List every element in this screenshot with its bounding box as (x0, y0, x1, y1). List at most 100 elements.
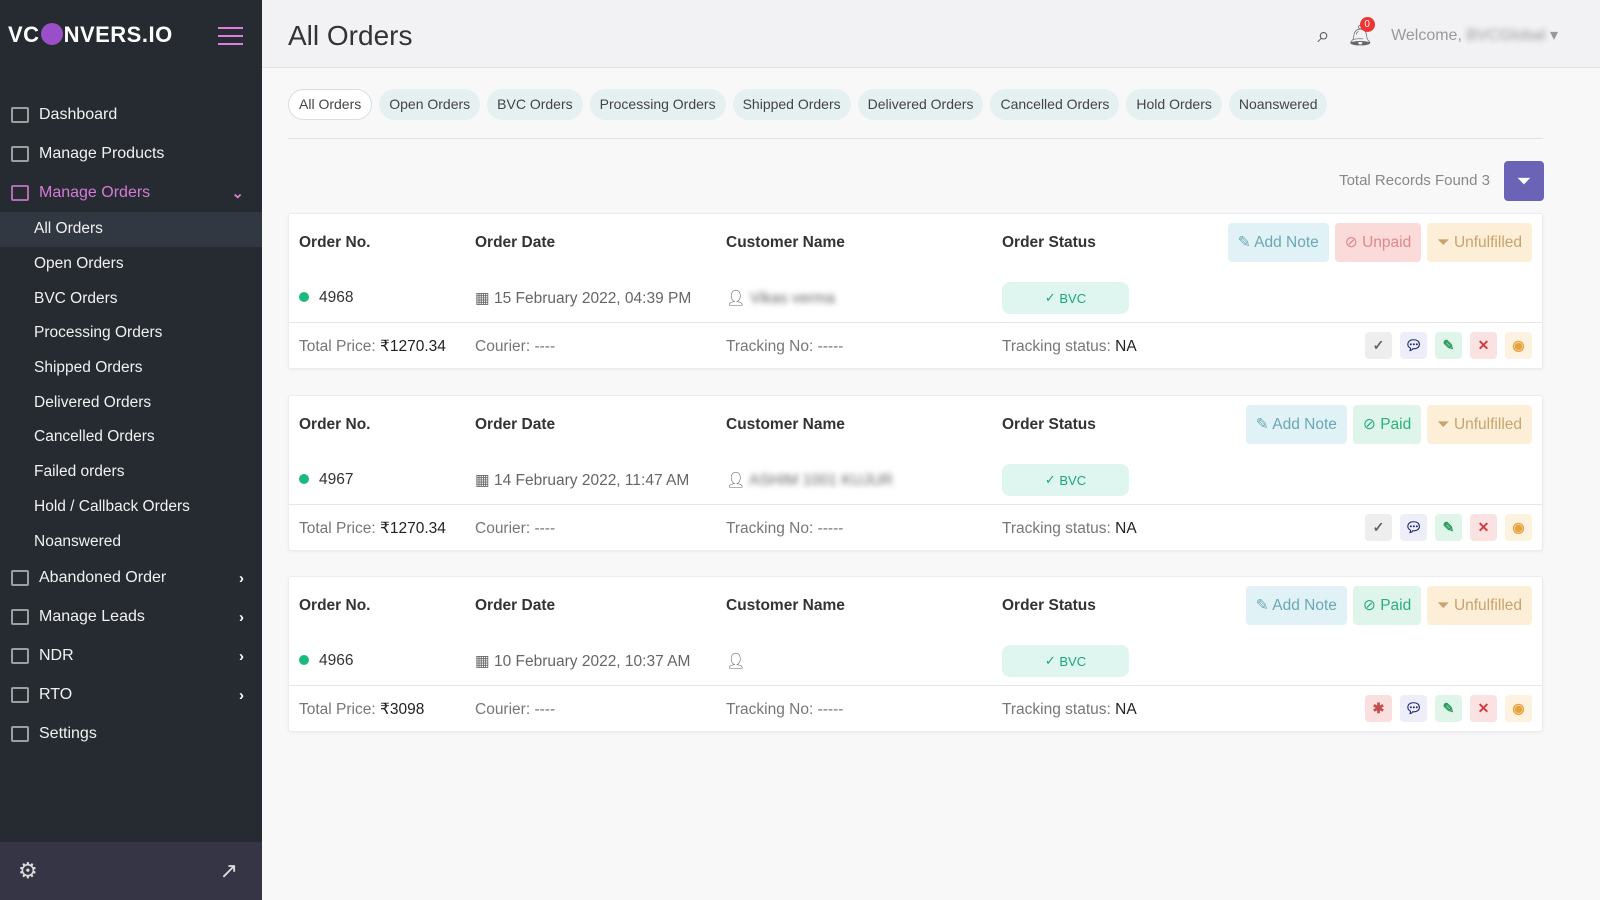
payment-label: Unpaid (1362, 234, 1412, 251)
fulfillment-button[interactable]: ⏷ Unfulfilled (1427, 405, 1532, 444)
tab-all-orders[interactable]: All Orders (288, 89, 373, 120)
tab-shipped-orders[interactable]: Shipped Orders (732, 89, 851, 120)
external-link-icon[interactable]: ↗ (219, 858, 238, 883)
top-header: All Orders ⌕ 🔔︎ 0 Welcome, BVCGlobal ▾ (262, 0, 1600, 68)
courier: ---- (534, 700, 556, 718)
status-label: BVC (1059, 290, 1087, 306)
status-dot (299, 474, 309, 484)
filter-button[interactable]: ⏷ (1504, 161, 1544, 201)
fulfillment-button[interactable]: ⏷ Unfulfilled (1427, 586, 1532, 625)
payment-status-button[interactable]: ⊘ Paid (1352, 586, 1422, 625)
check-icon[interactable]: ✓ (1365, 332, 1392, 359)
tab-bvc-orders[interactable]: BVC Orders (487, 89, 583, 120)
user-menu[interactable]: Welcome, BVCGlobal ▾ (1391, 27, 1558, 44)
tab-hold-orders[interactable]: Hold Orders (1126, 89, 1222, 120)
tracking-status-label: Tracking status: (1002, 337, 1111, 355)
manage-leads-icon (11, 609, 29, 626)
order-date-header: Order Date (475, 234, 556, 251)
status-label: BVC (1059, 653, 1087, 669)
sidebar-item-settings[interactable]: Settings (0, 715, 262, 754)
notification-badge: 0 (1359, 16, 1375, 32)
tracking-status-label: Tracking status: (1002, 519, 1111, 537)
tab-delivered-orders[interactable]: Delivered Orders (857, 89, 984, 120)
sidebar-subitem[interactable]: Open Orders (34, 255, 124, 273)
sidebar-item-rto[interactable]: RTO › (0, 676, 262, 715)
sidebar-subitem[interactable]: Delivered Orders (34, 393, 152, 411)
status-badge: ✓ BVC (1002, 645, 1129, 677)
sidebar-subitem[interactable]: Processing Orders (34, 324, 163, 342)
payment-status-button[interactable]: ⊘ Paid (1352, 405, 1422, 444)
chevron-right-icon: › (239, 608, 244, 626)
fulfillment-button[interactable]: ⏷ Unfulfilled (1427, 223, 1532, 262)
add-note-button[interactable]: ✎ Add Note (1245, 586, 1347, 625)
sidebar-item-label: Manage Orders (39, 183, 151, 201)
search-icon[interactable]: ⌕ (1317, 22, 1330, 47)
chat-icon[interactable]: 💬︎ (1400, 695, 1427, 722)
logo[interactable]: VC NVERS.IO (8, 22, 173, 47)
divider (289, 322, 1542, 323)
sidebar-item-manage-orders[interactable]: Manage Orders ⌄ (0, 173, 262, 212)
close-icon[interactable]: ✕ (1470, 332, 1497, 359)
edit-icon[interactable]: ✎ (1435, 514, 1462, 541)
calendar-icon: ▦ (475, 289, 494, 307)
sidebar-item-label: Abandoned Order (39, 569, 167, 587)
bell-icon[interactable]: 🔔︎ 0 (1347, 16, 1375, 47)
order-number[interactable]: 4968 (319, 289, 354, 306)
sidebar-nav: Dashboard Manage Products Manage Orders ⌄ Al… (0, 95, 262, 754)
courier: ---- (534, 519, 556, 537)
menu-toggle-icon[interactable] (218, 27, 243, 51)
order-card: Order No. Order Date Customer Name Order St… (288, 576, 1543, 732)
total-price: ₹1270.34 (379, 338, 446, 355)
chat-icon[interactable]: 💬︎ (1400, 514, 1427, 541)
add-note-button[interactable]: ✎ Add Note (1245, 405, 1347, 444)
status-header: Order Status (1002, 234, 1096, 251)
sidebar-item-manage-leads[interactable]: Manage Leads › (0, 598, 262, 637)
sidebar-subitem[interactable]: Noanswered (34, 532, 122, 550)
bug-icon[interactable]: ✱ (1365, 695, 1392, 722)
edit-icon[interactable]: ✎ (1435, 332, 1462, 359)
check-icon[interactable]: ✓ (1365, 514, 1392, 541)
fulfillment-label: Unfulfilled (1453, 597, 1522, 614)
chat-icon[interactable]: 💬︎ (1400, 332, 1427, 359)
sidebar-subitem[interactable]: Cancelled Orders (34, 428, 155, 446)
sidebar-subitem[interactable]: Failed orders (34, 463, 125, 481)
tab-noanswered[interactable]: Noanswered (1228, 89, 1328, 120)
sidebar-subitem[interactable]: Hold / Callback Orders (34, 497, 190, 515)
sidebar-item-abandoned-order[interactable]: Abandoned Order › (0, 559, 262, 598)
sidebar-subitem[interactable]: Shipped Orders (34, 359, 143, 377)
tab-open-orders[interactable]: Open Orders (379, 89, 481, 120)
close-icon[interactable]: ✕ (1470, 695, 1497, 722)
order-date: 14 February 2022, 11:47 AM (493, 471, 690, 489)
order-date: 15 February 2022, 04:39 PM (493, 289, 692, 307)
tab-cancelled-orders[interactable]: Cancelled Orders (990, 89, 1120, 120)
order-number[interactable]: 4967 (319, 471, 354, 488)
courier-label: Courier: (475, 519, 531, 537)
sidebar-item-manage-products[interactable]: Manage Products (0, 134, 262, 173)
status-header: Order Status (1002, 416, 1096, 433)
sidebar-item-dashboard[interactable]: Dashboard (0, 95, 262, 134)
sidebar-item-label: Manage Leads (39, 608, 145, 626)
eye-icon[interactable]: ◉ (1505, 695, 1532, 722)
sidebar-item-ndr[interactable]: NDR › (0, 637, 262, 676)
sidebar-subitem[interactable]: BVC Orders (34, 289, 118, 307)
courier: ---- (534, 337, 556, 355)
filter-icon: ⏷ (1516, 171, 1532, 191)
customer-header: Customer Name (726, 416, 845, 433)
close-icon[interactable]: ✕ (1470, 514, 1497, 541)
sidebar-subitem[interactable]: All Orders (0, 212, 262, 247)
eye-icon[interactable]: ◉ (1505, 514, 1532, 541)
status-badge: ✓ BVC (1002, 282, 1129, 314)
products-icon (11, 145, 29, 162)
status-dot (299, 655, 309, 665)
order-date-header: Order Date (475, 416, 556, 433)
payment-status-button[interactable]: ⊘ Unpaid (1334, 223, 1422, 262)
gear-icon[interactable]: ⚙ (18, 858, 38, 883)
tracking-status: NA (1115, 519, 1137, 537)
order-number[interactable]: 4966 (319, 652, 354, 669)
tab-processing-orders[interactable]: Processing Orders (589, 89, 726, 120)
edit-icon[interactable]: ✎ (1435, 695, 1462, 722)
add-note-button[interactable]: ✎ Add Note (1227, 223, 1329, 262)
welcome-text: Welcome, (1391, 27, 1462, 44)
eye-icon[interactable]: ◉ (1505, 332, 1532, 359)
sidebar: VC NVERS.IO Dashboard Manage Products Manag… (0, 0, 262, 900)
